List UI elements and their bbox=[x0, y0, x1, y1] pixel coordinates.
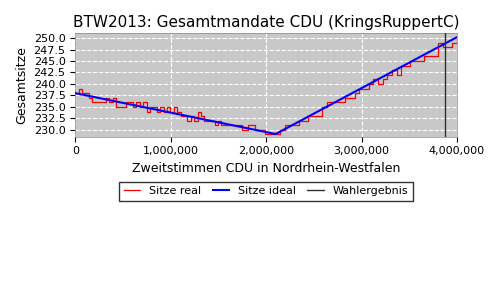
Sitze real bbox=[72, 92, 78, 95]
Line: Sitze ideal: Sitze ideal bbox=[76, 37, 457, 134]
Sitze ideal bbox=[454, 35, 460, 39]
Sitze ideal bbox=[226, 123, 232, 126]
Y-axis label: Gesamtsitze: Gesamtsitze bbox=[15, 46, 28, 124]
Sitze real bbox=[174, 110, 180, 113]
Sitze real bbox=[454, 36, 460, 40]
Sitze real bbox=[150, 105, 156, 109]
Sitze real bbox=[249, 124, 255, 127]
Sitze real bbox=[262, 133, 268, 136]
Sitze real bbox=[238, 128, 244, 132]
Sitze real bbox=[361, 87, 367, 90]
X-axis label: Zweitstimmen CDU in Nordrhein-Westfalen: Zweitstimmen CDU in Nordrhein-Westfalen bbox=[132, 162, 400, 175]
Sitze ideal bbox=[240, 126, 246, 129]
Sitze ideal bbox=[111, 99, 117, 103]
Title: BTW2013: Gesamtmandate CDU (KringsRuppertC): BTW2013: Gesamtmandate CDU (KringsRupper… bbox=[73, 15, 460, 30]
Sitze ideal bbox=[334, 99, 340, 103]
Sitze real bbox=[160, 110, 166, 113]
Line: Sitze real: Sitze real bbox=[76, 38, 457, 134]
Sitze ideal bbox=[370, 80, 376, 84]
Legend: Sitze real, Sitze ideal, Wahlergebnis: Sitze real, Sitze ideal, Wahlergebnis bbox=[120, 182, 413, 201]
Sitze ideal bbox=[377, 76, 383, 80]
Sitze ideal bbox=[272, 132, 278, 136]
Sitze ideal bbox=[72, 92, 78, 95]
